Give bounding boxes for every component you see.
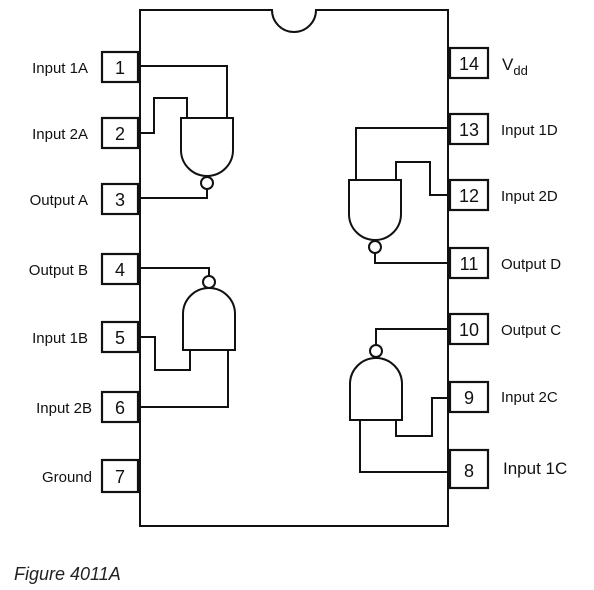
pin-2-number: 2 [115,124,125,144]
pin-9-number: 9 [464,388,474,408]
pin-7-number: 7 [115,467,125,487]
label-vdd: Vdd [502,55,528,78]
pin-3-number: 3 [115,190,125,210]
label-output-c: Output C [501,322,561,339]
label-input-1b: Input 1B [32,330,88,347]
label-input-1a: Input 1A [32,60,88,77]
pin-13: 13 [448,112,490,146]
label-vdd-subscript: dd [513,63,527,78]
pin-10: 10 [448,312,490,346]
pin-10-number: 10 [459,320,479,340]
label-output-d: Output D [501,256,561,273]
label-vdd-main: V [502,55,514,74]
nand-gate-d [348,127,448,264]
pin-5-number: 5 [115,328,125,348]
pin-11-number: 11 [460,254,479,274]
pin-14: 14 [448,46,490,80]
left-pins: 1 2 3 4 5 6 7 [100,50,140,494]
pin-3: 3 [100,182,140,216]
pin-4: 4 [100,252,140,286]
label-ground: Ground [42,469,92,486]
pin-6: 6 [100,390,140,424]
ic-body [139,9,449,527]
nand-gate-b [138,267,236,408]
pin-5: 5 [100,320,140,354]
pin-12-number: 12 [459,186,479,206]
pin-9: 9 [448,380,490,414]
label-input-1c: Input 1C [503,459,567,478]
label-input-1d: Input 1D [501,122,558,139]
pin-14-number: 14 [459,54,479,74]
nand-gate-a [138,65,234,199]
pin-2: 2 [100,116,140,150]
nand-gate-c [349,328,448,473]
label-input-2a: Input 2A [32,126,88,143]
pin-8-number: 8 [464,461,474,481]
pin-12: 12 [448,178,490,212]
right-labels: Vdd Input 1D Input 2D Output D Output C … [501,55,567,478]
pin-4-number: 4 [115,260,125,280]
right-pins: 14 13 12 11 10 9 8 [448,46,490,490]
label-input-2b: Input 2B [36,400,92,417]
label-output-b: Output B [29,262,88,279]
pin-6-number: 6 [115,398,125,418]
pin-13-number: 13 [459,120,479,140]
pin-1-number: 1 [115,58,125,78]
figure-caption: Figure 4011A [14,564,121,584]
pin-7: 7 [100,458,140,494]
label-input-2c: Input 2C [501,389,558,406]
pin-11: 11 [448,246,490,280]
label-input-2d: Input 2D [501,188,558,205]
pin-8: 8 [448,448,490,490]
label-output-a: Output A [30,192,88,209]
pin-1: 1 [100,50,140,84]
left-labels: Input 1A Input 2A Output A Output B Inpu… [29,60,92,486]
